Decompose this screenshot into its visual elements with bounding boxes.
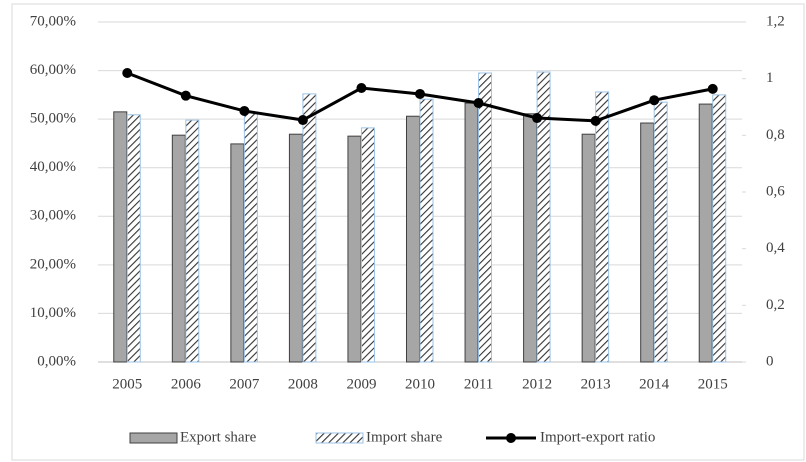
y2-tick-label: 0,2 <box>766 297 785 313</box>
line-marker <box>590 115 601 126</box>
bar <box>113 111 128 363</box>
legend-label: Import share <box>366 429 443 445</box>
bar <box>523 113 538 363</box>
bar <box>230 143 245 363</box>
line-marker <box>415 88 425 99</box>
x-tick-label: 2012 <box>522 376 552 392</box>
bar <box>406 115 420 363</box>
bar <box>653 101 668 363</box>
y2-tick-label: 1,2 <box>766 13 785 29</box>
y2-tick-label: 0,8 <box>766 127 785 143</box>
y-tick-label: 40,00% <box>30 159 76 175</box>
bar <box>698 103 713 363</box>
bar <box>581 133 596 363</box>
y-tick-label: 20,00% <box>30 256 76 272</box>
line-marker <box>356 83 367 94</box>
y-tick-label: 50,00% <box>30 111 76 127</box>
legend-swatch-marker <box>506 433 516 443</box>
bar <box>302 93 317 363</box>
y-tick-label: 60,00% <box>30 62 76 78</box>
legend-label: Import-export ratio <box>540 429 655 445</box>
bar <box>536 71 551 363</box>
bar <box>595 91 610 363</box>
x-tick-label: 2008 <box>288 376 318 392</box>
y-tick-label: 0,00% <box>37 353 76 369</box>
bar <box>185 119 200 363</box>
y2-tick-label: 0,6 <box>766 183 785 199</box>
x-tick-label: 2010 <box>405 376 435 392</box>
x-tick-label: 2007 <box>229 376 260 392</box>
y2-tick-label: 0 <box>766 353 774 369</box>
bar <box>347 135 362 363</box>
bar <box>243 112 258 363</box>
line-marker <box>297 115 308 126</box>
bar <box>126 114 141 363</box>
line-marker <box>532 113 543 124</box>
line-marker <box>239 105 250 116</box>
y-tick-label: 70,00% <box>30 13 76 29</box>
x-tick-label: 2015 <box>698 376 728 392</box>
y2-tick-label: 0,4 <box>766 240 785 256</box>
x-tick-label: 2009 <box>346 376 376 392</box>
x-tick-label: 2005 <box>112 376 142 392</box>
bar <box>640 122 655 363</box>
line-marker <box>707 83 718 94</box>
bar <box>464 102 479 363</box>
legend-swatch <box>129 432 178 444</box>
bar <box>478 72 493 363</box>
legend-swatch <box>315 432 364 444</box>
y2-tick-label: 1 <box>766 70 774 86</box>
bar <box>712 94 727 363</box>
x-tick-label: 2011 <box>464 376 493 392</box>
x-tick-label: 2013 <box>581 376 611 392</box>
bar <box>419 98 434 363</box>
y-tick-label: 30,00% <box>30 208 76 224</box>
bar <box>360 127 375 363</box>
y-tick-label: 10,00% <box>30 305 76 321</box>
x-tick-label: 2014 <box>639 376 670 392</box>
line-marker <box>649 95 660 106</box>
x-tick-label: 2006 <box>171 376 202 392</box>
line-marker <box>180 90 191 101</box>
chart-frame <box>11 3 805 461</box>
bar <box>288 133 303 363</box>
line-marker <box>473 98 484 109</box>
bar <box>171 134 186 363</box>
line-marker <box>122 68 133 78</box>
legend-label: Export share <box>180 429 257 445</box>
